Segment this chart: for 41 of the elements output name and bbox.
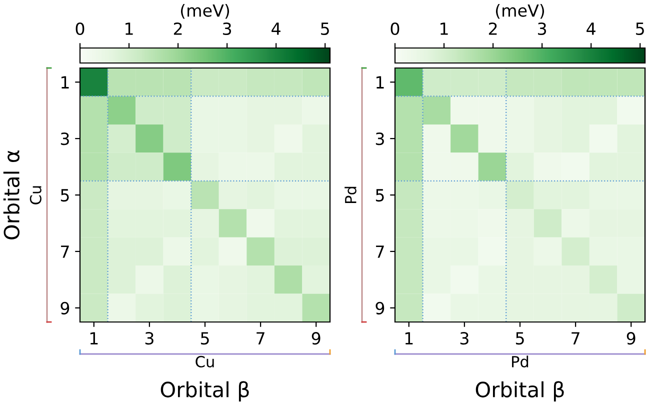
- y-tick-label: 7: [376, 246, 384, 258]
- color-bar-label: 5: [321, 22, 329, 36]
- color-bar-label: 2: [488, 22, 497, 35]
- text: Pd: [512, 356, 528, 368]
- x-tick-label: 1: [90, 332, 98, 344]
- color-bar-label: 4: [272, 22, 280, 35]
- x-tick-label: 7: [256, 332, 264, 344]
- x-tick-label: 9: [626, 332, 636, 345]
- color-bar-title: (meV): [496, 4, 544, 19]
- x-tick-label: 3: [460, 332, 468, 345]
- x-tick-label: 9: [312, 332, 320, 345]
- x-tick-label: 3: [145, 332, 154, 345]
- y-tick-label: 1: [62, 76, 69, 88]
- color-bar-label: 0: [390, 22, 400, 36]
- color-bar-label: 3: [538, 22, 546, 36]
- x-tick-label: 1: [405, 332, 413, 344]
- y-tick-label: 3: [60, 132, 69, 146]
- y-tick-label: 5: [376, 189, 384, 202]
- color-bar-title: (meV): [180, 4, 230, 19]
- color-bar-label: 0: [76, 22, 84, 36]
- text: Cu: [196, 356, 214, 368]
- color-bar-label: 5: [636, 22, 644, 36]
- y-tick-label: 3: [376, 132, 384, 146]
- color-bar-label: 3: [223, 22, 232, 36]
- color-bar-label: 1: [126, 22, 133, 35]
- y-tick-label: 1: [376, 76, 384, 88]
- y-tick-label: 7: [61, 246, 69, 258]
- y-tick-label: 9: [376, 302, 384, 314]
- x-tick-label: 7: [572, 332, 580, 344]
- y-axis-title: Orbital α: [3, 150, 20, 240]
- x-axis-title: Orbital β: [476, 381, 564, 402]
- color-bar-label: 1: [440, 22, 448, 35]
- y-tick-label: 5: [60, 189, 69, 202]
- text: Pd: [344, 186, 356, 203]
- text: Cu: [30, 186, 42, 204]
- x-tick-label: 5: [516, 332, 524, 345]
- x-tick-label: 5: [200, 332, 209, 345]
- color-bar-label: 2: [174, 22, 182, 35]
- color-bar-label: 4: [586, 22, 596, 35]
- x-axis-title: Orbital β: [160, 381, 249, 402]
- y-tick-label: 9: [60, 302, 70, 314]
